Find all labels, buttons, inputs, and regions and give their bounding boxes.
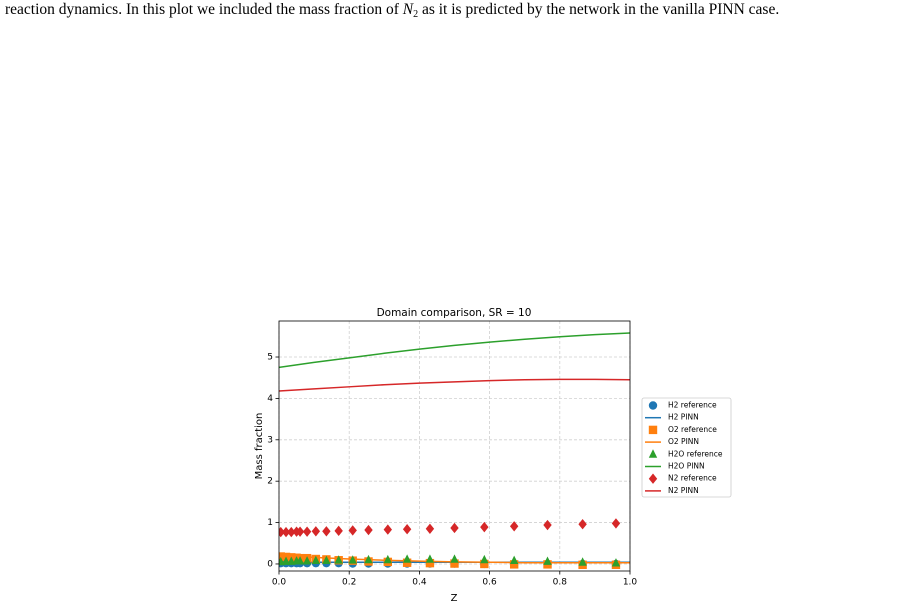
marker [295, 526, 305, 537]
marker [450, 559, 459, 568]
marker [509, 555, 519, 565]
marker [402, 523, 412, 535]
marker [578, 557, 587, 566]
y-axis-label: Mass fraction [254, 413, 265, 480]
legend-label: H2 PINN [668, 413, 699, 422]
y-tick-label: 4 [267, 394, 273, 404]
legend-label: H2 reference [668, 401, 717, 410]
marker [334, 525, 343, 537]
legend-label: H2O reference [668, 449, 723, 458]
marker [287, 526, 296, 538]
paragraph: reaction dynamics. In this plot we inclu… [5, 0, 779, 25]
marker [364, 554, 373, 564]
marker [281, 526, 291, 538]
x-tick-label: 0.2 [342, 578, 356, 588]
legend-label: H2O PINN [668, 462, 705, 471]
legend-box [641, 397, 732, 498]
x-tick-label: 0.4 [412, 578, 427, 588]
y-tick-label: 3 [267, 435, 273, 445]
legend-label: O2 reference [668, 425, 717, 434]
marker [348, 555, 357, 564]
marker [334, 555, 343, 564]
marker [302, 556, 312, 565]
x-tick-label: 0.0 [272, 578, 287, 588]
x-tick-label: 1.0 [623, 578, 638, 588]
marker [543, 556, 552, 565]
chart-title: Domain comparison, SR = 10 [377, 307, 532, 319]
marker [425, 554, 435, 563]
marker [322, 555, 331, 565]
marker [648, 473, 658, 484]
marker [578, 519, 587, 530]
marker [480, 554, 489, 564]
x-tick-label: 0.6 [482, 578, 497, 588]
legend-label: N2 PINN [668, 486, 699, 495]
marker [648, 449, 658, 458]
marker [425, 558, 435, 568]
marker [281, 556, 291, 565]
x-tick-label: 0.8 [553, 578, 568, 588]
legend-label: O2 PINN [668, 437, 699, 446]
subscript: 2 [413, 9, 419, 20]
marker [611, 518, 621, 529]
data-line [279, 332, 630, 369]
text: reaction dynamics. In this plot we inclu… [5, 1, 403, 18]
marker [311, 526, 321, 537]
y-tick-label: 0 [267, 559, 273, 569]
marker [648, 401, 658, 410]
marker [450, 522, 459, 534]
marker [509, 560, 519, 569]
marker [648, 425, 658, 435]
marker [402, 554, 412, 563]
marker [383, 554, 393, 564]
marker [348, 525, 357, 536]
y-tick-label: 1 [267, 518, 273, 528]
math: N [402, 1, 414, 18]
data-line [279, 378, 630, 392]
marker [425, 523, 435, 534]
marker [322, 526, 331, 537]
plot-area [279, 332, 630, 569]
marker [383, 524, 393, 535]
text: as it is predicted by the network in the… [418, 1, 780, 18]
marker [509, 521, 519, 532]
marker [480, 521, 489, 533]
y-tick-label: 5 [267, 353, 273, 363]
marker [480, 559, 489, 569]
marker [311, 555, 321, 565]
marker [611, 558, 621, 567]
axes-frame [278, 320, 631, 572]
marker [364, 524, 373, 536]
legend-label: N2 reference [668, 474, 717, 483]
marker [295, 556, 305, 565]
marker [302, 526, 312, 537]
x-axis-label: Z [451, 593, 458, 604]
y-tick-label: 2 [267, 477, 273, 487]
marker [543, 519, 552, 531]
marker [450, 554, 459, 563]
